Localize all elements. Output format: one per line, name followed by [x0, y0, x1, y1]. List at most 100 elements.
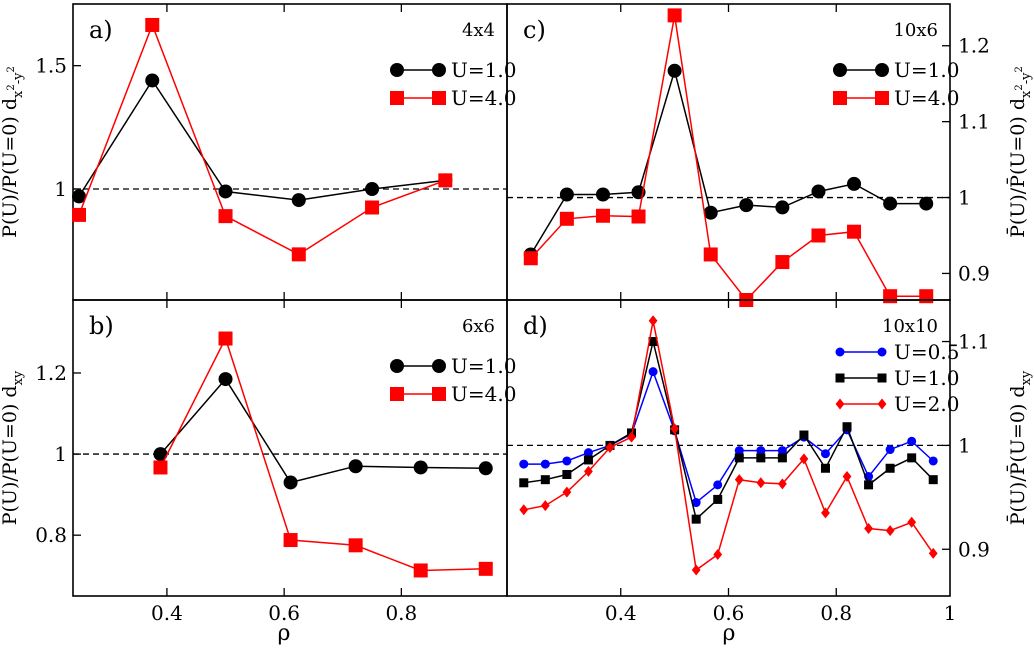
- data-point: [928, 475, 938, 485]
- x-axis-label-right: ρ: [723, 621, 736, 646]
- legend-marker: [877, 347, 887, 357]
- data-point: [842, 422, 852, 432]
- data-point: [413, 460, 428, 475]
- data-point: [734, 446, 744, 456]
- x-tick-label: 0.8: [385, 601, 417, 625]
- data-point: [811, 184, 826, 199]
- data-point: [583, 455, 593, 465]
- y-tick-label: 1: [54, 442, 67, 466]
- data-point: [519, 504, 529, 516]
- data-point: [883, 196, 898, 211]
- data-point: [928, 456, 938, 466]
- data-point: [648, 337, 658, 347]
- data-point: [627, 431, 636, 443]
- legend-marker: [875, 91, 889, 105]
- data-point: [648, 367, 658, 377]
- data-point: [691, 498, 701, 508]
- legend-marker: [390, 91, 404, 105]
- x-tick-label: 1: [944, 601, 957, 625]
- x-axis-label-left: ρ: [278, 621, 291, 646]
- series-line-U-1.0: [523, 341, 934, 521]
- data-point: [218, 184, 233, 199]
- data-point: [559, 211, 574, 226]
- data-point: [218, 372, 233, 387]
- data-point: [348, 538, 363, 553]
- panel-d: 0.9 1 1.1 0.4 0.6 0.8 1 d) 10x10 P̄(U)/P̄(U=0) dx…: [506, 299, 1034, 625]
- data-point: [365, 200, 380, 215]
- panel-label: a): [89, 16, 113, 44]
- legend-marker: [835, 373, 845, 383]
- data-point: [519, 478, 529, 488]
- data-point: [821, 507, 830, 519]
- data-point: [820, 449, 830, 459]
- data-point: [703, 205, 718, 220]
- legend-marker: [875, 63, 889, 77]
- data-point: [777, 453, 787, 463]
- data-point: [562, 486, 572, 498]
- size-label: 6x6: [462, 316, 495, 337]
- data-point: [713, 494, 723, 504]
- legend-label: U=1.0: [451, 58, 516, 82]
- data-point: [291, 247, 306, 262]
- legend-marker: [432, 359, 446, 373]
- y-tick-label: 1: [958, 433, 971, 457]
- data-point: [413, 563, 428, 578]
- y-tick-label: 1.2: [958, 34, 990, 58]
- data-point: [756, 477, 766, 489]
- data-point: [291, 193, 306, 208]
- legend-label: U=4.0: [451, 382, 516, 406]
- legend-marker: [432, 91, 446, 105]
- y-axis-label: P̄(U)/P̄(U=0) dx2-y2: [1006, 66, 1034, 238]
- y-tick-label: 1.1: [958, 330, 990, 354]
- legend-marker: [390, 359, 404, 373]
- data-point: [864, 522, 873, 534]
- size-label: 10x10: [882, 316, 938, 337]
- panel-c: 0.9 1 1.1 1.2 c) 10x6 P̄(U)/P̄(U=0) dx2-y2 U=1.…: [506, 3, 1034, 307]
- panel-label: d): [523, 312, 548, 340]
- legend-label: U=2.0: [894, 392, 959, 416]
- data-point: [777, 446, 787, 456]
- data-point: [519, 459, 529, 469]
- data-point: [919, 289, 934, 304]
- legend-marker: [833, 91, 847, 105]
- data-point: [584, 465, 593, 477]
- x-tick-label: 0.6: [268, 601, 300, 625]
- data-point: [283, 533, 298, 548]
- data-point: [153, 460, 168, 475]
- panel-frame: [72, 299, 508, 597]
- data-point: [218, 331, 233, 346]
- data-point: [883, 289, 898, 304]
- legend-marker: [835, 398, 845, 410]
- data-point: [847, 224, 862, 239]
- data-point: [691, 514, 701, 524]
- data-point: [670, 423, 680, 435]
- y-tick-label: 0.9: [958, 537, 990, 561]
- data-point: [540, 475, 550, 485]
- data-point: [595, 187, 610, 202]
- legend-marker: [833, 63, 847, 77]
- x-tick-label: 0.8: [820, 601, 852, 625]
- data-point: [153, 447, 168, 462]
- y-tick-label: 1.5: [35, 54, 67, 78]
- data-point: [885, 463, 895, 473]
- data-point: [842, 471, 852, 483]
- legend-label: U=4.0: [451, 86, 516, 110]
- data-point: [667, 8, 682, 23]
- data-point: [907, 516, 917, 528]
- data-point: [820, 463, 830, 473]
- data-point: [713, 548, 723, 560]
- data-point: [540, 500, 550, 512]
- legend-marker: [390, 387, 404, 401]
- series-line-U-4.0: [78, 22, 446, 256]
- legend-marker: [432, 63, 446, 77]
- legend-marker: [432, 387, 446, 401]
- size-label: 4x4: [462, 20, 495, 41]
- data-point: [562, 469, 572, 479]
- data-point: [595, 208, 610, 223]
- panel-b: 0.8 1 1.2 0.4 0.6 0.8 b) 6x6 P̄(U)/P̄(U=0) dxy U=…: [0, 299, 516, 625]
- data-point: [478, 561, 493, 576]
- data-point: [703, 247, 718, 262]
- panel-frame: [506, 3, 951, 301]
- data-point: [540, 459, 550, 469]
